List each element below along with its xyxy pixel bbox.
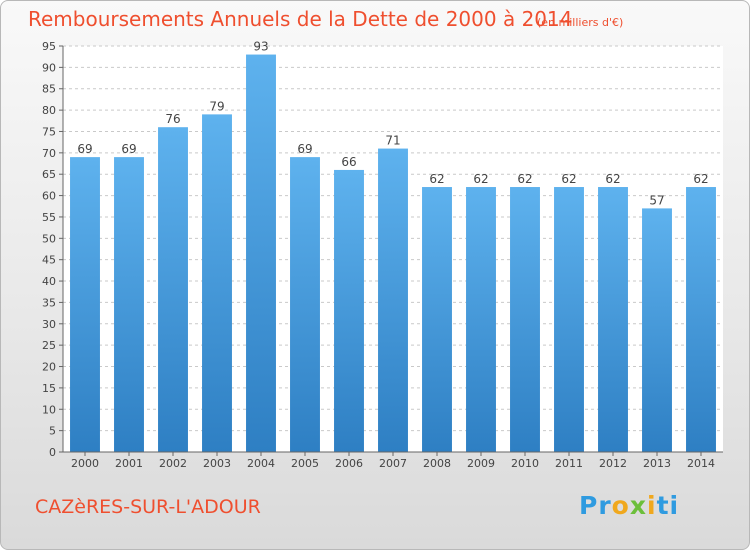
- logo-part: x: [629, 491, 647, 520]
- bar: [290, 157, 320, 452]
- x-tick-label: 2007: [379, 457, 407, 470]
- x-tick-label: 2001: [115, 457, 143, 470]
- y-tick-label: 40: [42, 275, 56, 288]
- y-tick-label: 70: [42, 147, 56, 160]
- bar-value-label: 79: [209, 99, 224, 113]
- bar: [202, 114, 232, 453]
- x-tick-label: 2003: [203, 457, 231, 470]
- y-tick-label: 80: [42, 104, 56, 117]
- bar: [114, 157, 144, 452]
- x-tick-label: 2013: [643, 457, 671, 470]
- y-tick-label: 25: [42, 339, 56, 352]
- bar-value-label: 93: [253, 40, 268, 54]
- bar: [466, 187, 496, 452]
- y-tick-label: 60: [42, 190, 56, 203]
- logo-part: Pr: [579, 491, 612, 520]
- y-tick-label: 90: [42, 61, 56, 74]
- y-tick-label: 45: [42, 254, 56, 267]
- bar: [70, 157, 100, 452]
- proxiti-logo: Proxiti: [579, 491, 679, 520]
- logo-part: i: [646, 491, 657, 520]
- bar: [334, 169, 364, 453]
- x-tick-label: 2010: [511, 457, 539, 470]
- y-tick-label: 30: [42, 318, 56, 331]
- y-tick-label: 10: [42, 403, 56, 416]
- y-tick-label: 85: [42, 83, 56, 96]
- y-tick-label: 55: [42, 211, 56, 224]
- y-tick-label: 65: [42, 168, 56, 181]
- y-tick-label: 5: [49, 425, 56, 438]
- bar: [510, 187, 540, 452]
- bar-value-label: 62: [429, 172, 444, 186]
- bar-value-label: 62: [517, 172, 532, 186]
- x-tick-label: 2014: [687, 457, 715, 470]
- x-tick-label: 2005: [291, 457, 319, 470]
- bar-value-label: 62: [693, 172, 708, 186]
- x-tick-label: 2000: [71, 457, 99, 470]
- bar: [554, 187, 584, 452]
- bar-value-label: 76: [165, 112, 180, 126]
- y-tick-label: 20: [42, 361, 56, 374]
- bar: [158, 127, 188, 452]
- value-labels: 69 69 76 79 93 69 66 71 62 62 62 62 62 57 62: [77, 40, 708, 208]
- chart-subtitle: (en milliers d'€): [537, 16, 624, 29]
- commune-name: CAZèRES-SUR-L'ADOUR: [35, 496, 261, 518]
- bar: [642, 208, 672, 452]
- x-tick-label: 2012: [599, 457, 627, 470]
- bar-value-label: 62: [561, 172, 576, 186]
- bars: [70, 54, 716, 453]
- y-tick-label: 75: [42, 125, 56, 138]
- x-tick-label: 2004: [247, 457, 275, 470]
- chart-title: Remboursements Annuels de la Dette de 20…: [28, 7, 573, 31]
- bar-value-label: 66: [341, 155, 356, 169]
- bar-value-label: 57: [649, 193, 664, 207]
- y-tick-label: 35: [42, 296, 56, 309]
- y-tick-label: 50: [42, 232, 56, 245]
- y-tick-label: 95: [42, 40, 56, 53]
- bar-value-label: 62: [473, 172, 488, 186]
- bar: [422, 187, 452, 452]
- bar-value-label: 71: [385, 134, 400, 148]
- x-tick-label: 2008: [423, 457, 451, 470]
- y-tick-label: 0: [49, 446, 56, 459]
- bar: [378, 148, 408, 452]
- bar: [686, 187, 716, 452]
- logo-part: o: [611, 491, 630, 520]
- x-tick-label: 2006: [335, 457, 363, 470]
- bar-value-label: 69: [121, 142, 136, 156]
- bar: [246, 54, 276, 453]
- x-tick-label: 2009: [467, 457, 495, 470]
- x-tick-label: 2002: [159, 457, 187, 470]
- axes: 0 5 10 15 20 25 30 35 40 45 50 55 60 65 70 75 80 85 90 95 20…: [42, 40, 723, 470]
- bar-value-label: 62: [605, 172, 620, 186]
- bar-value-label: 69: [77, 142, 92, 156]
- bar: [598, 187, 628, 452]
- y-tick-label: 15: [42, 382, 56, 395]
- bar-value-label: 69: [297, 142, 312, 156]
- x-tick-label: 2011: [555, 457, 583, 470]
- logo-part: ti: [656, 491, 680, 520]
